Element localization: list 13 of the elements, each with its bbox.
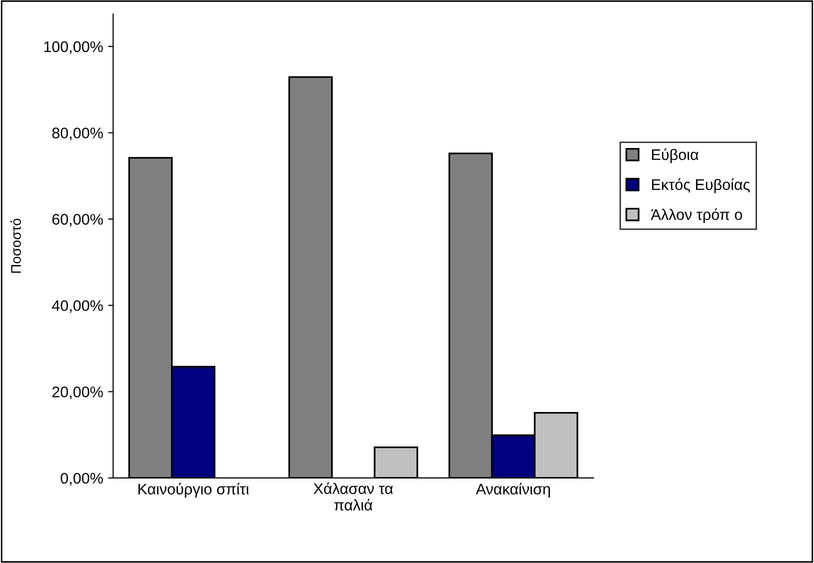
y-tick-label: 60,00% (52, 214, 103, 227)
legend-label: Άλλον τρόπ ο (650, 208, 742, 224)
y-tick-label: 100,00% (44, 41, 103, 54)
y-tick-label: 40,00% (52, 300, 103, 313)
y-tick-label: 20,00% (52, 386, 103, 400)
legend-label: Εκτός Ευβοίας (652, 178, 750, 194)
x-tick-label: Χάλασαν τα παλιά (314, 482, 393, 511)
x-tick-label: Ανακαίνιση (476, 482, 550, 498)
y-tick-label: 80,00% (52, 128, 103, 140)
legend-label: Εύβοια (652, 148, 698, 164)
y-axis-title: Ποσοστό (10, 218, 21, 273)
x-tick-label: Καινούργιο σπίτι (138, 482, 249, 498)
y-tick-label: 0,00% (60, 472, 103, 486)
